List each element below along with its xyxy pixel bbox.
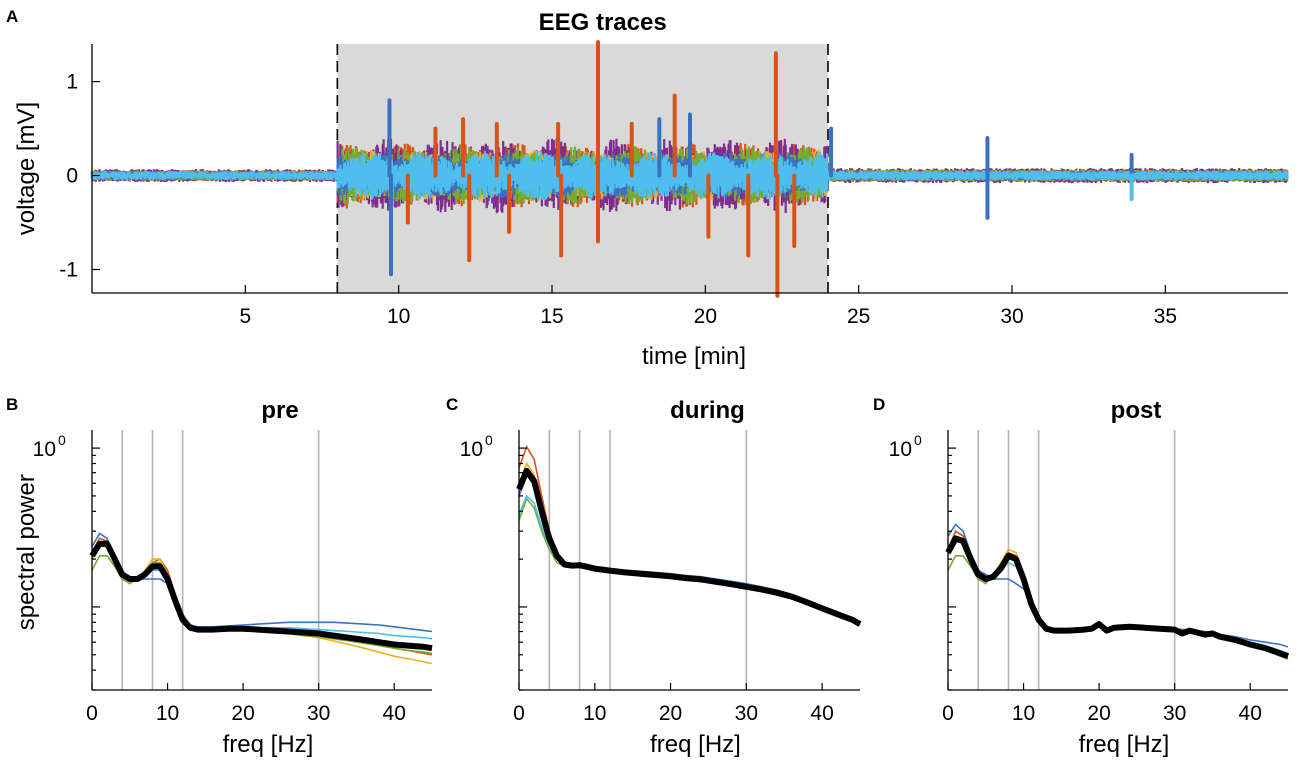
title-c: during [670, 397, 745, 424]
x-tick-label-c: 10 [583, 702, 606, 725]
y-tick-label-a: 1 [66, 71, 78, 94]
x-tick-label-b: 0 [86, 702, 98, 725]
x-tick-label-b: 10 [156, 702, 179, 725]
y-tick-label-b: 10 [33, 438, 56, 461]
x-tick-label-c: 20 [659, 702, 682, 725]
x-axis-label-b: freq [Hz] [223, 731, 314, 758]
x-tick-label-b: 20 [231, 702, 254, 725]
x-tick-label-a: 25 [847, 305, 870, 328]
panel-letter-b: B [6, 395, 18, 414]
x-tick-label-b: 40 [383, 702, 406, 725]
x-tick-label-a: 20 [694, 305, 717, 328]
x-tick-label-d: 20 [1087, 702, 1110, 725]
y-tick-label-c: 10 [460, 438, 483, 461]
x-tick-label-b: 30 [307, 702, 330, 725]
y-axis-label-b: spectral power [13, 474, 40, 630]
x-tick-label-d: 10 [1012, 702, 1035, 725]
title-d: post [1111, 397, 1162, 424]
y-tick-label-a: 0 [66, 165, 78, 188]
panel-a-eeg-traces: A EEG traces 5 10 15 20 25 30 35 -1 0 1 time [min] vo… [6, 7, 1289, 370]
x-tick-label-a: 35 [1154, 305, 1177, 328]
x-tick-label-c: 30 [735, 702, 758, 725]
y-tick-label-a: -1 [59, 259, 78, 282]
panel-letter-c: C [446, 395, 458, 414]
x-tick-label-a: 30 [1000, 305, 1023, 328]
title-b: pre [261, 397, 298, 424]
x-tick-label-d: 30 [1163, 702, 1186, 725]
x-tick-label-a: 15 [540, 305, 563, 328]
panel-letter-d: D [873, 395, 885, 414]
x-tick-label-a: 10 [387, 305, 410, 328]
y-axis-label-a: voltage [mV] [13, 102, 40, 235]
title-a: EEG traces [539, 9, 667, 36]
x-axis-label-c: freq [Hz] [650, 731, 741, 758]
mean-spectrum-b [89, 540, 433, 652]
panel-letter-a: A [6, 7, 18, 26]
mean-spectrum-d [945, 535, 1290, 660]
x-tick-label-d: 0 [942, 702, 954, 725]
x-tick-label-a: 5 [239, 305, 251, 328]
mean-spectrum-c [516, 467, 862, 627]
x-tick-label-c: 40 [810, 702, 833, 725]
x-tick-label-c: 0 [513, 702, 525, 725]
x-axis-label-a: time [min] [642, 343, 746, 370]
y-tick-exponent-c: 0 [485, 432, 493, 448]
y-tick-exponent-b: 0 [58, 432, 66, 448]
y-tick-exponent-d: 0 [914, 432, 922, 448]
x-tick-label-d: 40 [1239, 702, 1262, 725]
y-tick-label-d: 10 [889, 438, 912, 461]
x-axis-label-d: freq [Hz] [1079, 731, 1170, 758]
